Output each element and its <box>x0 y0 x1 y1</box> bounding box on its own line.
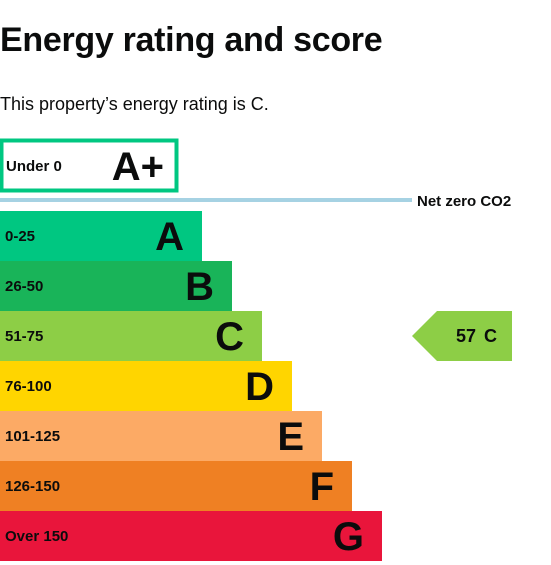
band-bar-c <box>0 311 262 361</box>
band-range-a: 0-25 <box>5 228 35 245</box>
band-bar-e <box>0 411 322 461</box>
top-band-box <box>0 138 179 193</box>
band-bar-b <box>0 261 232 311</box>
rating-bands: 0-25 A 26-50 B 51-75 C 76-100 D 101-125 E 126-150 F… <box>0 211 382 561</box>
page-title: Energy rating and score <box>0 21 383 59</box>
band-bar-a <box>0 211 202 261</box>
band-range-f: 126-150 <box>5 478 60 495</box>
band-letter-e: E <box>277 415 304 459</box>
band-letter-a: A <box>155 215 184 259</box>
band-letter-c: C <box>215 315 244 359</box>
band-range-e: 101-125 <box>5 428 60 445</box>
current-rating-shape <box>412 311 512 361</box>
current-letter: C <box>484 326 497 346</box>
band-range-g: Over 150 <box>5 528 68 545</box>
band-range-b: 26-50 <box>5 278 43 295</box>
band-bar-d <box>0 361 292 411</box>
band-bar-g <box>0 511 382 561</box>
top-band-letter: A+ <box>112 145 164 189</box>
top-band-range: Under 0 <box>6 158 62 175</box>
band-letter-b: B <box>185 265 214 309</box>
current-score: 57 <box>456 326 476 346</box>
current-rating-arrow: 57 C <box>412 311 512 361</box>
band-bar-f <box>0 461 352 511</box>
rating-summary: This property’s energy rating is C. <box>0 94 269 114</box>
band-range-c: 51-75 <box>5 328 43 345</box>
band-letter-f: F <box>310 465 334 509</box>
band-letter-g: G <box>333 515 364 559</box>
net-zero-label: Net zero CO2 <box>417 193 511 210</box>
band-range-d: 76-100 <box>5 378 52 395</box>
band-letter-d: D <box>245 365 274 409</box>
